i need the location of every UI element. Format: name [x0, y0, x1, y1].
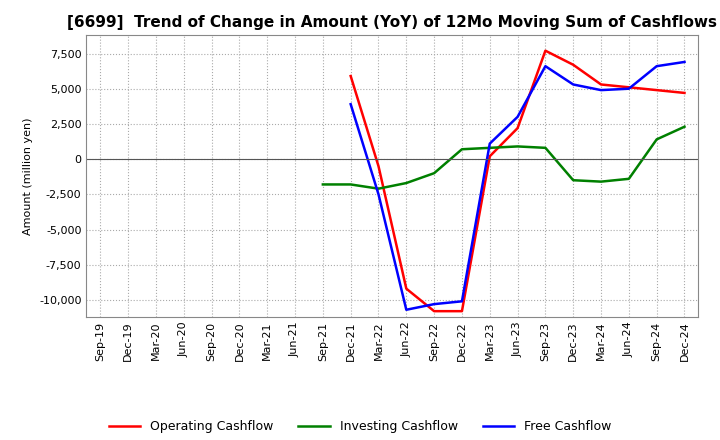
Y-axis label: Amount (million yen): Amount (million yen): [24, 117, 34, 235]
Investing Cashflow: [513, 144, 522, 149]
Operating Cashflow: [680, 90, 689, 95]
Investing Cashflow: [346, 182, 355, 187]
Free Cashflow: [458, 299, 467, 304]
Legend: Operating Cashflow, Investing Cashflow, Free Cashflow: Operating Cashflow, Investing Cashflow, …: [104, 415, 616, 438]
Investing Cashflow: [597, 179, 606, 184]
Free Cashflow: [374, 192, 383, 197]
Operating Cashflow: [569, 62, 577, 67]
Free Cashflow: [652, 63, 661, 69]
Investing Cashflow: [569, 178, 577, 183]
Free Cashflow: [485, 141, 494, 146]
Operating Cashflow: [374, 164, 383, 169]
Line: Investing Cashflow: Investing Cashflow: [323, 127, 685, 189]
Free Cashflow: [513, 114, 522, 120]
Free Cashflow: [624, 86, 633, 92]
Investing Cashflow: [318, 182, 327, 187]
Title: [6699]  Trend of Change in Amount (YoY) of 12Mo Moving Sum of Cashflows: [6699] Trend of Change in Amount (YoY) o…: [68, 15, 717, 30]
Investing Cashflow: [458, 147, 467, 152]
Free Cashflow: [402, 307, 410, 312]
Investing Cashflow: [430, 171, 438, 176]
Free Cashflow: [346, 102, 355, 107]
Operating Cashflow: [652, 88, 661, 93]
Operating Cashflow: [541, 48, 550, 53]
Free Cashflow: [541, 63, 550, 69]
Operating Cashflow: [458, 308, 467, 314]
Operating Cashflow: [513, 125, 522, 131]
Operating Cashflow: [346, 73, 355, 79]
Operating Cashflow: [624, 84, 633, 90]
Operating Cashflow: [430, 308, 438, 314]
Investing Cashflow: [402, 180, 410, 186]
Investing Cashflow: [541, 145, 550, 150]
Investing Cashflow: [374, 186, 383, 191]
Free Cashflow: [569, 82, 577, 87]
Operating Cashflow: [402, 286, 410, 291]
Operating Cashflow: [597, 82, 606, 87]
Line: Operating Cashflow: Operating Cashflow: [351, 51, 685, 311]
Free Cashflow: [597, 88, 606, 93]
Free Cashflow: [430, 301, 438, 307]
Investing Cashflow: [680, 124, 689, 129]
Investing Cashflow: [485, 145, 494, 150]
Investing Cashflow: [624, 176, 633, 181]
Free Cashflow: [680, 59, 689, 65]
Line: Free Cashflow: Free Cashflow: [351, 62, 685, 310]
Investing Cashflow: [652, 137, 661, 142]
Operating Cashflow: [485, 154, 494, 159]
